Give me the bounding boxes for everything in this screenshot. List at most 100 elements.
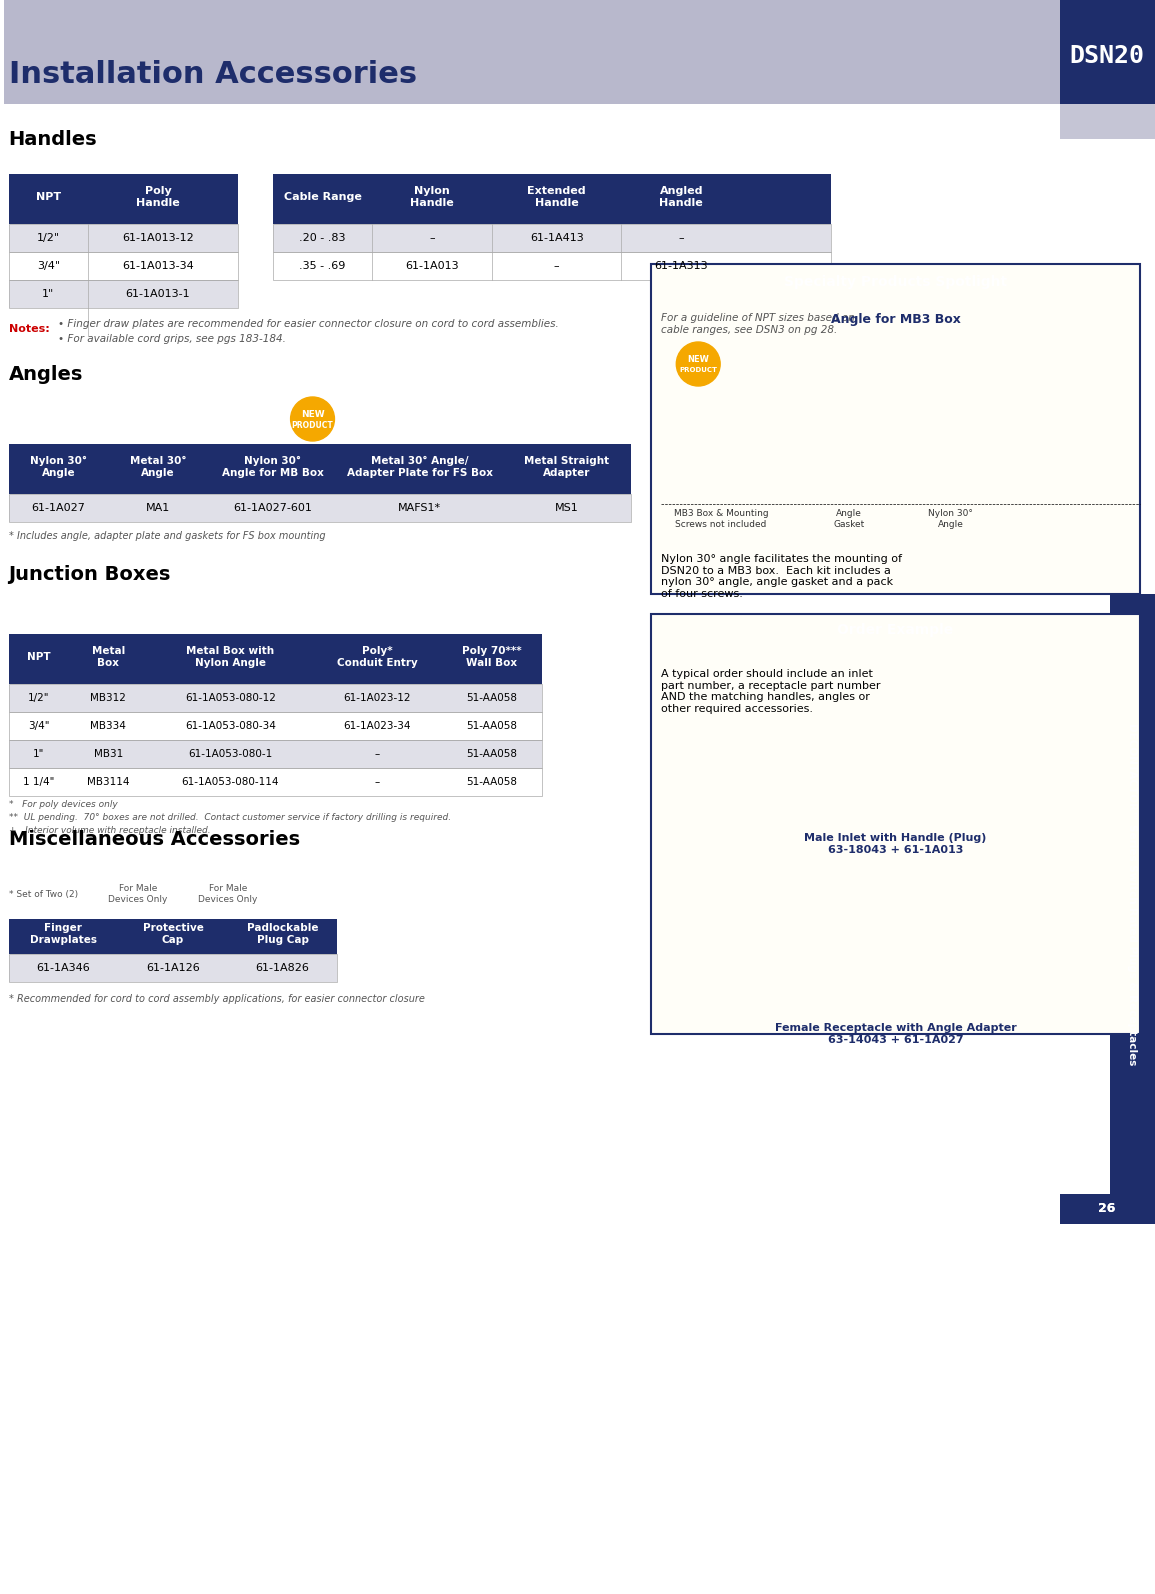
Text: Poly 70***
Wall Box: Poly 70*** Wall Box xyxy=(462,646,522,668)
Bar xyxy=(8,494,632,521)
Text: 61-1A413: 61-1A413 xyxy=(530,233,583,242)
Text: 61-1A313: 61-1A313 xyxy=(655,261,708,271)
Bar xyxy=(8,281,238,308)
Text: Angles: Angles xyxy=(8,365,83,384)
Text: –: – xyxy=(374,776,380,787)
Text: 61-1A023-34: 61-1A023-34 xyxy=(343,720,411,732)
Bar xyxy=(8,174,238,225)
Bar xyxy=(8,713,542,740)
Text: Metal 30° Angle/
Adapter Plate for FS Box: Metal 30° Angle/ Adapter Plate for FS Bo… xyxy=(346,456,493,478)
Circle shape xyxy=(677,343,721,386)
Text: 61-1A346: 61-1A346 xyxy=(37,963,90,972)
Bar xyxy=(8,740,542,768)
Text: –: – xyxy=(554,261,559,271)
Bar xyxy=(1060,104,1155,139)
Bar xyxy=(8,174,88,225)
Bar xyxy=(8,252,238,281)
Text: Nylon 30°
Angle: Nylon 30° Angle xyxy=(927,510,973,529)
Text: Miscellaneous Accessories: Miscellaneous Accessories xyxy=(8,829,299,848)
Text: 61-1A126: 61-1A126 xyxy=(147,963,200,972)
Text: Female Receptacle with Angle Adapter
63-14043 + 61-1A027: Female Receptacle with Angle Adapter 63-… xyxy=(775,1023,1016,1044)
Bar xyxy=(8,445,632,494)
Text: 26: 26 xyxy=(1098,1202,1116,1215)
Text: 61-1A053-080-34: 61-1A053-080-34 xyxy=(185,720,276,732)
Bar xyxy=(8,713,542,740)
Text: **  UL pending.  70° boxes are not drilled.  Contact customer service if factory: ** UL pending. 70° boxes are not drilled… xyxy=(8,813,450,821)
Text: 1 1/4": 1 1/4" xyxy=(23,776,54,787)
Text: • For available cord grips, see pgs 183-184.: • For available cord grips, see pgs 183-… xyxy=(59,335,286,344)
Text: –: – xyxy=(678,233,684,242)
Bar xyxy=(651,614,1140,1035)
Bar xyxy=(8,684,542,713)
Text: .20 - .83: .20 - .83 xyxy=(299,233,345,242)
Text: 61-1A053-080-114: 61-1A053-080-114 xyxy=(181,776,280,787)
Text: –: – xyxy=(430,233,435,242)
Text: MS1: MS1 xyxy=(554,504,579,513)
Text: Male Inlet with Handle (Plug)
63-18043 + 61-1A013: Male Inlet with Handle (Plug) 63-18043 +… xyxy=(804,834,986,854)
Text: +   Interior volume with receptacle installed.: + Interior volume with receptacle instal… xyxy=(8,826,210,835)
Text: Angled
Handle: Angled Handle xyxy=(660,186,703,207)
Text: • Finger draw plates are recommended for easier connector closure on cord to cor: • Finger draw plates are recommended for… xyxy=(59,319,559,328)
Text: For Male
Devices Only: For Male Devices Only xyxy=(199,885,258,904)
Bar xyxy=(3,0,1060,54)
Text: Angle
Gasket: Angle Gasket xyxy=(833,510,864,529)
Text: DECONTACTOR™ Series Switch Rated Plugs & Receptacles: DECONTACTOR™ Series Switch Rated Plugs &… xyxy=(1127,722,1137,1065)
Bar xyxy=(1110,595,1155,1194)
Text: 61-1A023-12: 61-1A023-12 xyxy=(343,693,411,703)
Text: MB3114: MB3114 xyxy=(87,776,129,787)
Text: 1/2": 1/2" xyxy=(37,233,60,242)
Bar xyxy=(651,265,1140,595)
Text: 1/2": 1/2" xyxy=(28,693,50,703)
Text: Handles: Handles xyxy=(8,129,97,148)
Bar xyxy=(273,252,830,281)
Text: Padlockable
Plug Cap: Padlockable Plug Cap xyxy=(247,923,319,945)
Bar xyxy=(8,634,542,684)
Text: 1": 1" xyxy=(43,289,54,300)
Bar xyxy=(3,54,1060,104)
Bar xyxy=(662,869,1130,1014)
Text: Specialty Products Spotlight: Specialty Products Spotlight xyxy=(784,276,1007,289)
Text: Installation Accessories: Installation Accessories xyxy=(8,59,417,89)
Text: Metal Straight
Adapter: Metal Straight Adapter xyxy=(524,456,609,478)
Text: * Includes angle, adapter plate and gaskets for FS box mounting: * Includes angle, adapter plate and gask… xyxy=(8,531,326,540)
Text: For a guideline of NPT sizes based on
cable ranges, see DSN3 on pg 28.: For a guideline of NPT sizes based on ca… xyxy=(662,312,855,335)
Text: Notes:: Notes: xyxy=(8,324,50,335)
Text: Nylon 30°
Angle: Nylon 30° Angle xyxy=(30,456,87,478)
Text: .35 - .69: .35 - .69 xyxy=(299,261,345,271)
Bar xyxy=(8,684,542,713)
Text: PRODUCT: PRODUCT xyxy=(679,367,717,373)
Text: Extended
Handle: Extended Handle xyxy=(528,186,586,207)
Text: * Set of Two (2): * Set of Two (2) xyxy=(9,889,79,899)
Text: Angle for MB3 Box: Angle for MB3 Box xyxy=(830,312,961,325)
Text: 61-1A013-34: 61-1A013-34 xyxy=(122,261,194,271)
Text: Cable Range: Cable Range xyxy=(284,191,362,202)
Text: MB312: MB312 xyxy=(90,693,126,703)
Text: NEW: NEW xyxy=(300,410,325,419)
Bar xyxy=(662,684,1130,824)
Circle shape xyxy=(291,397,335,442)
Text: 61-1A053-080-1: 61-1A053-080-1 xyxy=(188,749,273,759)
Text: Metal
Box: Metal Box xyxy=(91,646,125,668)
Text: MAFS1*: MAFS1* xyxy=(398,504,441,513)
Text: Order Example: Order Example xyxy=(837,623,954,638)
Bar xyxy=(1060,1194,1155,1224)
Text: * Recommended for cord to cord assembly applications, for easier connector closu: * Recommended for cord to cord assembly … xyxy=(8,995,424,1004)
Text: Protective
Cap: Protective Cap xyxy=(142,923,203,945)
Text: Finger
Drawplates: Finger Drawplates xyxy=(30,923,97,945)
Text: A typical order should include an inlet
part number, a receptacle part number
AN: A typical order should include an inlet … xyxy=(662,669,881,714)
Bar xyxy=(273,225,830,252)
Bar xyxy=(8,225,238,252)
Text: Poly
Handle: Poly Handle xyxy=(136,186,180,207)
Text: MB31: MB31 xyxy=(94,749,122,759)
Text: Nylon 30° angle facilitates the mounting of
DSN20 to a MB3 box.  Each kit includ: Nylon 30° angle facilitates the mounting… xyxy=(662,555,902,599)
Text: 61-1A013-12: 61-1A013-12 xyxy=(122,233,194,242)
Text: NPT: NPT xyxy=(36,191,61,202)
Bar xyxy=(8,494,632,521)
Text: Metal Box with
Nylon Angle: Metal Box with Nylon Angle xyxy=(186,646,275,668)
Text: MB334: MB334 xyxy=(90,720,126,732)
Text: 61-1A027: 61-1A027 xyxy=(31,504,85,513)
Bar xyxy=(1060,0,1155,104)
Text: 61-1A013: 61-1A013 xyxy=(405,261,459,271)
Bar xyxy=(8,953,337,982)
Text: *   For poly devices only: * For poly devices only xyxy=(8,800,118,808)
